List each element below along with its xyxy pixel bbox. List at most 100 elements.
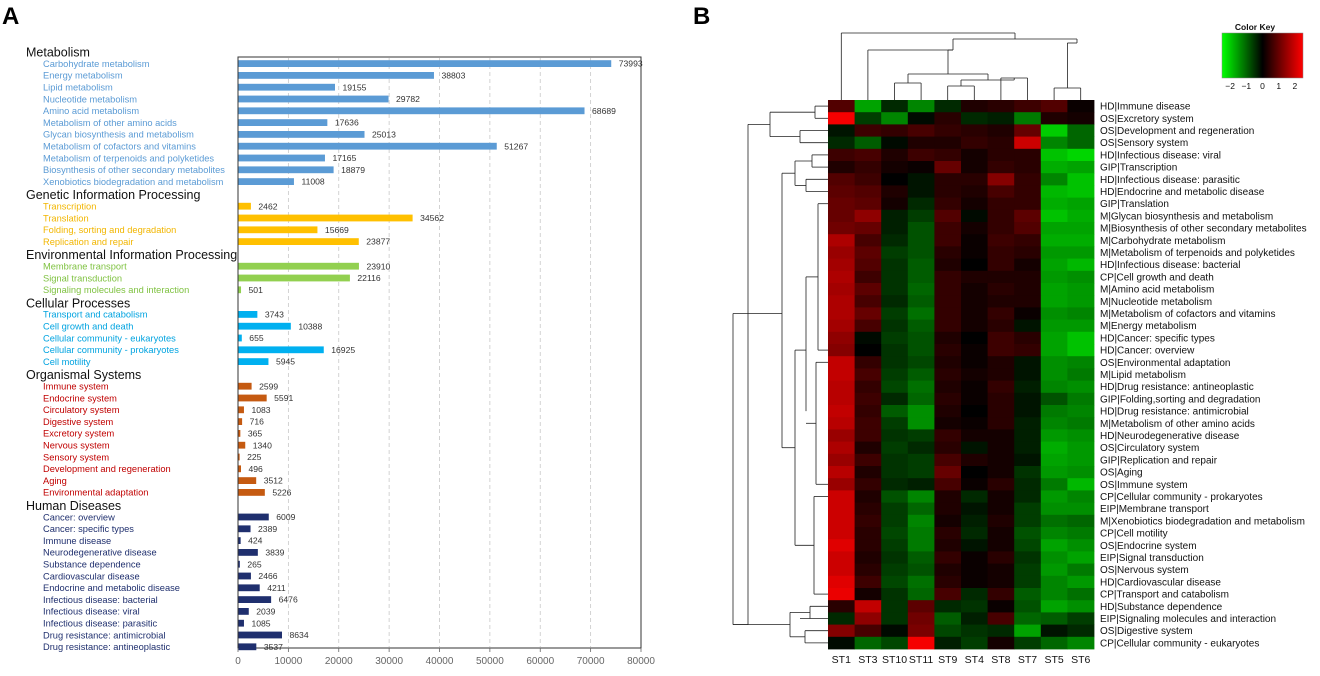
- heatmap-cell: [934, 636, 962, 650]
- heatmap-cell: [854, 527, 882, 540]
- bar: [238, 643, 257, 651]
- heatmap-cell: [1067, 148, 1095, 162]
- heatmap-cell: [881, 246, 909, 259]
- bar: [238, 465, 241, 473]
- heatmap-cell: [1040, 405, 1068, 418]
- heatmap-cell: [1040, 331, 1068, 345]
- heatmap-cell: [1014, 502, 1042, 516]
- value-label: 365: [248, 429, 263, 439]
- heatmap-cell: [1014, 429, 1042, 442]
- heatmap-cell: [1067, 392, 1095, 406]
- column-label: ST10: [882, 654, 907, 666]
- heatmap-cell: [961, 478, 988, 491]
- heatmap-cell: [854, 161, 882, 174]
- heatmap-cell: [1014, 344, 1042, 357]
- heatmap-cell: [828, 588, 855, 601]
- bar: [238, 60, 612, 67]
- row-label: M|Metabolism of terpenoids and polyketid…: [1100, 248, 1295, 259]
- row-label: M|Energy metabolism: [1100, 321, 1197, 332]
- row-label: OS|Digestive system: [1100, 626, 1193, 637]
- heatmap-cell: [1067, 197, 1095, 211]
- x-tick-label: 80000: [627, 656, 655, 667]
- heatmap-cell: [934, 563, 962, 577]
- heatmap-cell: [987, 295, 1015, 308]
- heatmap-cell: [987, 209, 1015, 223]
- heatmap-cell: [1067, 514, 1095, 528]
- heatmap-cell: [881, 185, 909, 198]
- heatmap-cell: [961, 563, 988, 577]
- value-label: 225: [247, 452, 262, 462]
- row-label: OS|Sensory system: [1100, 138, 1188, 149]
- heatmap-cell: [854, 624, 882, 638]
- panel-a-letter: A: [2, 3, 19, 30]
- heatmap-cell: [934, 417, 962, 430]
- category-label: Translation: [43, 213, 89, 223]
- heatmap-cell: [987, 624, 1015, 638]
- heatmap-cell: [934, 161, 962, 174]
- heatmap-cell: [1014, 356, 1042, 369]
- heatmap-cell: [961, 185, 988, 198]
- category-label: Replication and repair: [43, 237, 133, 247]
- heatmap-cell: [828, 478, 855, 491]
- heatmap-cell: [1040, 246, 1068, 259]
- category-label: Signal transduction: [43, 273, 122, 283]
- bar: [238, 513, 269, 521]
- bar: [238, 142, 497, 150]
- heatmap-cell: [854, 405, 882, 418]
- heatmap-cell: [881, 600, 909, 613]
- heatmap-cell: [1014, 112, 1042, 125]
- heatmap-cell: [934, 283, 962, 296]
- bar: [238, 572, 251, 580]
- heatmap-cell: [1040, 161, 1068, 174]
- heatmap-cell: [934, 490, 962, 503]
- row-label: GIP|Folding,sorting and degradation: [1100, 394, 1260, 405]
- bar: [238, 131, 365, 138]
- heatmap-cell: [1067, 319, 1095, 333]
- heatmap-cell: [828, 173, 855, 186]
- bar: [238, 418, 243, 425]
- heatmap-cell: [854, 270, 882, 284]
- heatmap-cell: [907, 197, 935, 211]
- value-label: 3512: [264, 476, 283, 486]
- heatmap-cell: [961, 600, 988, 613]
- row-label: M|Metabolism of cofactors and vitamins: [1100, 309, 1275, 320]
- bar: [238, 226, 318, 234]
- heatmap-cell: [828, 100, 855, 113]
- heatmap-cell: [1040, 441, 1068, 455]
- category-label: Endocrine and metabolic disease: [43, 583, 180, 593]
- heatmap-cell: [961, 466, 988, 479]
- category-label: Cell growth and death: [43, 322, 133, 332]
- heatmap-cell: [987, 356, 1015, 369]
- heatmap-cell: [1040, 295, 1068, 308]
- heatmap-cell: [828, 551, 855, 564]
- heatmap-cell: [907, 612, 935, 625]
- heatmap-cell: [1014, 392, 1042, 406]
- bar: [238, 286, 242, 294]
- heatmap-cell: [854, 331, 882, 345]
- heatmap-cell: [987, 185, 1015, 198]
- heatmap-cell: [881, 283, 909, 296]
- heatmap-cell: [828, 392, 855, 406]
- heatmap-cell: [1040, 270, 1068, 284]
- row-label: CP|Cell growth and death: [1100, 272, 1214, 283]
- heatmap-cell: [828, 112, 855, 125]
- heatmap-cell: [961, 222, 988, 235]
- value-label: 8634: [289, 630, 308, 640]
- heatmap-cell: [1014, 258, 1042, 272]
- heatmap-cell: [907, 234, 935, 247]
- heatmap-cell: [987, 197, 1015, 211]
- heatmap-cell: [934, 258, 962, 272]
- heatmap-cell: [854, 173, 882, 186]
- heatmap-cell: [1067, 295, 1095, 308]
- bar: [238, 119, 328, 126]
- heatmap-cell: [854, 283, 882, 296]
- heatmap-cell: [934, 234, 962, 247]
- heatmap-cell: [961, 441, 988, 455]
- heatmap-cell: [881, 234, 909, 247]
- heatmap-cell: [907, 356, 935, 369]
- heatmap-cell: [961, 624, 988, 638]
- heatmap-cell: [961, 356, 988, 369]
- heatmap-cell: [881, 405, 909, 418]
- heatmap-cell: [854, 502, 882, 516]
- heatmap-cell: [828, 258, 855, 272]
